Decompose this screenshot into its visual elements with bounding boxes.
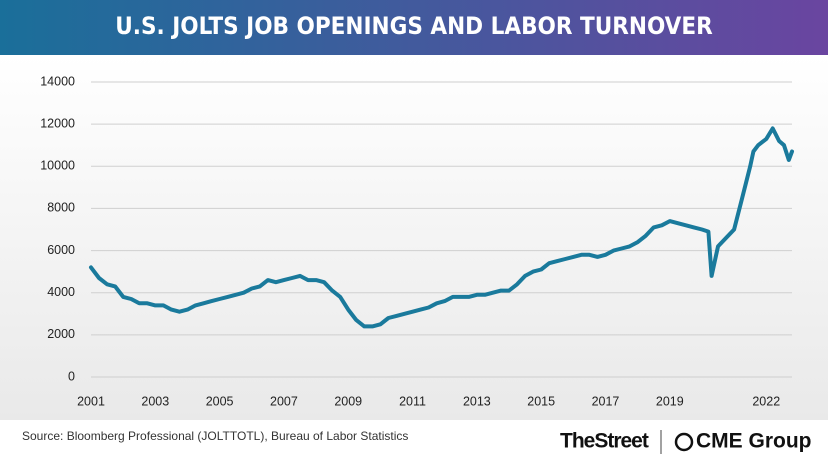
x-tick-label: 2019 bbox=[656, 394, 684, 408]
brand-icon bbox=[674, 432, 694, 452]
y-tick-label: 8000 bbox=[47, 201, 75, 215]
x-tick-label: 2005 bbox=[206, 394, 234, 408]
plot-background bbox=[0, 55, 828, 420]
y-tick-label: 0 bbox=[68, 369, 75, 383]
x-tick-label: 2003 bbox=[141, 394, 169, 408]
source-note: Source: Bloomberg Professional (JOLTTOTL… bbox=[22, 429, 408, 443]
x-tick-label: 2001 bbox=[77, 394, 105, 408]
data-line bbox=[89, 126, 794, 329]
chart-title: U.S. JOLTS JOB OPENINGS AND LABOR TURNOV… bbox=[115, 12, 713, 40]
brand-logo: TheStreet bbox=[560, 430, 649, 453]
x-tick-label: 2017 bbox=[592, 394, 620, 408]
x-tick-label: 2022 bbox=[752, 394, 780, 408]
y-tick-label: 6000 bbox=[47, 243, 75, 257]
footer-band bbox=[0, 420, 828, 466]
x-tick-label: 2013 bbox=[463, 394, 491, 408]
y-tick-label: 14000 bbox=[40, 74, 75, 88]
brand-logo: CME Group bbox=[696, 430, 812, 453]
y-tick-label: 10000 bbox=[40, 159, 75, 173]
x-tick-label: 2009 bbox=[334, 394, 362, 408]
y-tick-label: 4000 bbox=[47, 285, 75, 299]
header-band bbox=[0, 0, 828, 55]
y-tick-label: 2000 bbox=[47, 327, 75, 341]
x-tick-label: 2015 bbox=[527, 394, 555, 408]
x-tick-label: 2007 bbox=[270, 394, 298, 408]
x-tick-label: 2011 bbox=[399, 394, 426, 408]
y-tick-label: 12000 bbox=[40, 116, 75, 130]
